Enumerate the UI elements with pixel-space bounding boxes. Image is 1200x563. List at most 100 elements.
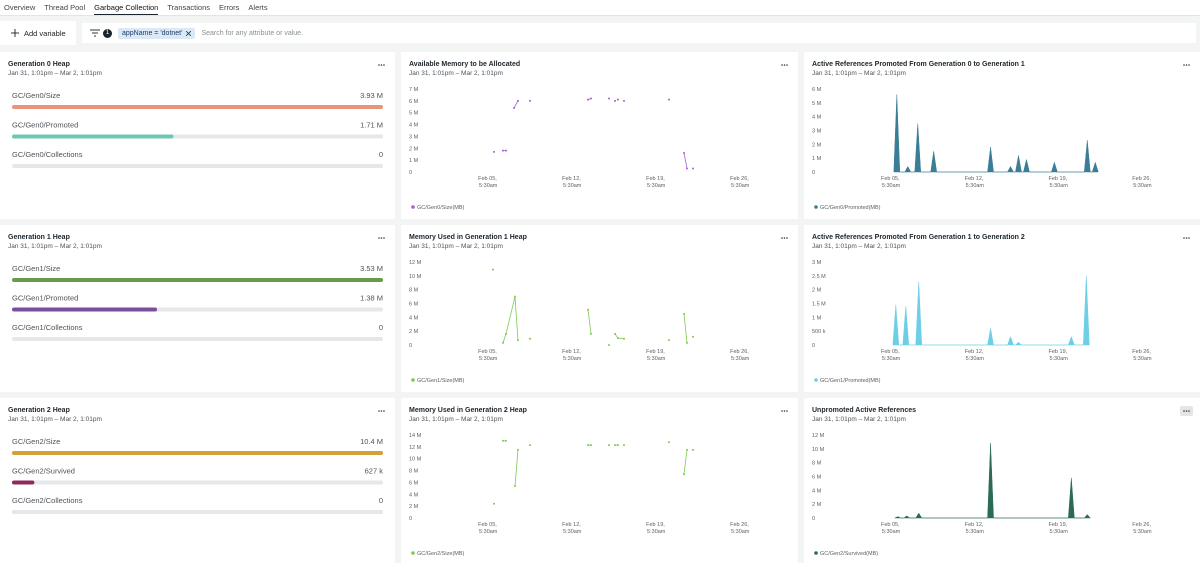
- add-variable-button[interactable]: Add variable: [0, 21, 76, 45]
- metric-bar: [12, 278, 383, 282]
- panel-subtitle: Jan 31, 1:01pm – Mar 2, 1:01pm: [8, 243, 102, 250]
- panel-title: Generation 1 Heap: [8, 234, 70, 241]
- data-point: [683, 152, 685, 154]
- x-tick-label: Feb 19, 5:30am: [646, 176, 666, 189]
- panel-menu[interactable]: [378, 64, 385, 66]
- data-point: [668, 99, 670, 101]
- tab[interactable]: Alerts: [248, 0, 267, 15]
- legend-swatch: [814, 205, 818, 209]
- menu-dot: [383, 237, 385, 239]
- x-tick-label: Feb 12, 5:30am: [965, 522, 985, 535]
- menu-dot: [1188, 237, 1190, 239]
- y-tick-label: 0: [409, 170, 412, 176]
- panel-menu[interactable]: [781, 237, 788, 239]
- panel: Generation 0 HeapJan 31, 1:01pm – Mar 2,…: [0, 52, 395, 219]
- y-tick-label: 3 M: [812, 129, 822, 135]
- y-tick-label: 12 M: [409, 260, 422, 266]
- legend-swatch: [411, 205, 415, 209]
- legend-swatch: [814, 551, 818, 555]
- data-point: [517, 339, 519, 341]
- panel-title: Available Memory to be Allocated: [409, 61, 520, 68]
- metric-label: GC/Gen1/Promoted: [12, 294, 78, 303]
- x-tick-label: Feb 12, 5:30am: [965, 176, 985, 189]
- y-tick-label: 6 M: [812, 475, 822, 481]
- x-tick-label: Feb 05, 5:30am: [881, 522, 901, 535]
- panel-menu[interactable]: [781, 410, 788, 412]
- tab[interactable]: Transactions: [167, 0, 210, 15]
- x-tick-label: Feb 26, 5:30am: [730, 522, 750, 535]
- menu-dot: [781, 237, 783, 239]
- panel: Active References Promoted From Generati…: [804, 225, 1200, 392]
- panel-menu[interactable]: [378, 410, 385, 412]
- menu-dot: [383, 64, 385, 66]
- series-area: [893, 276, 1089, 345]
- data-point: [617, 99, 619, 101]
- panel-subtitle: Jan 31, 1:01pm – Mar 2, 1:01pm: [812, 70, 906, 77]
- panel-menu[interactable]: [1183, 237, 1190, 239]
- legend-label: GC/Gen0/Size(MB): [417, 205, 465, 211]
- tab[interactable]: Thread Pool: [44, 0, 85, 15]
- filter-bar[interactable]: 1 appName = 'dotnet' Search for any attr…: [82, 23, 1196, 43]
- panel-menu[interactable]: [378, 237, 385, 239]
- menu-dot: [784, 237, 786, 239]
- panel-title: Generation 2 Heap: [8, 407, 70, 414]
- panel-title: Memory Used in Generation 1 Heap: [409, 234, 527, 241]
- x-tick-label: Feb 12, 5:30am: [965, 349, 985, 362]
- panel: Available Memory to be AllocatedJan 31, …: [401, 52, 798, 219]
- y-tick-label: 2 M: [409, 146, 419, 152]
- series-line: [588, 310, 591, 334]
- y-tick-label: 1 M: [409, 158, 419, 164]
- x-tick-label: Feb 12, 5:30am: [562, 522, 582, 535]
- panel-subtitle: Jan 31, 1:01pm – Mar 2, 1:01pm: [409, 416, 503, 423]
- metric-value: 3.53 M: [360, 264, 383, 273]
- data-point: [590, 333, 592, 335]
- y-tick-label: 4 M: [812, 115, 822, 121]
- tab-bar: Overview Thread Pool Garbage Collection Tra…: [0, 0, 1200, 16]
- series-line: [503, 297, 518, 343]
- y-tick-label: 3 M: [409, 134, 419, 140]
- y-tick-label: 0: [812, 343, 815, 349]
- data-point: [529, 444, 531, 446]
- data-point: [502, 150, 504, 152]
- search-placeholder[interactable]: Search for any attribute or value.: [201, 30, 303, 37]
- metric-value: 0: [379, 496, 383, 505]
- filter-chip[interactable]: appName = 'dotnet': [118, 28, 195, 39]
- series-area: [894, 95, 1098, 172]
- menu-dot: [784, 64, 786, 66]
- panel-subtitle: Jan 31, 1:01pm – Mar 2, 1:01pm: [8, 70, 102, 77]
- x-tick-label: Feb 19, 5:30am: [646, 349, 666, 362]
- metric-label: GC/Gen2/Survived: [12, 467, 75, 476]
- metric-value: 1.71 M: [360, 121, 383, 130]
- y-tick-label: 500 k: [812, 329, 826, 335]
- y-tick-label: 12 M: [409, 445, 422, 451]
- remove-icon[interactable]: [186, 31, 191, 36]
- menu-dot: [383, 410, 385, 412]
- panel-canvas: Active References Promoted From Generati…: [804, 52, 1200, 219]
- legend-label: GC/Gen2/Size(MB): [417, 551, 465, 557]
- tab[interactable]: Errors: [219, 0, 239, 15]
- legend-label: GC/Gen0/Promoted(MB): [820, 205, 881, 211]
- y-tick-label: 2 M: [812, 502, 822, 508]
- tab[interactable]: Garbage Collection: [94, 0, 158, 15]
- menu-dot: [1183, 64, 1185, 66]
- panel-menu[interactable]: [1180, 406, 1193, 416]
- data-point: [587, 444, 589, 446]
- data-point: [617, 337, 619, 339]
- x-tick-label: Feb 26, 5:30am: [1132, 522, 1152, 535]
- data-point: [668, 441, 670, 443]
- data-point: [614, 100, 616, 102]
- panel-menu[interactable]: [1183, 64, 1190, 66]
- x-tick-label: Feb 19, 5:30am: [646, 522, 666, 535]
- panel-subtitle: Jan 31, 1:01pm – Mar 2, 1:01pm: [812, 243, 906, 250]
- data-point: [517, 100, 519, 102]
- y-tick-label: 10 M: [812, 447, 825, 453]
- data-point: [623, 338, 625, 340]
- menu-dot: [786, 410, 788, 412]
- y-tick-label: 3 M: [812, 260, 822, 266]
- data-point: [686, 342, 688, 344]
- menu-dot: [1183, 410, 1185, 412]
- y-tick-label: 2 M: [409, 504, 419, 510]
- tab[interactable]: Overview: [4, 0, 35, 15]
- panel-menu[interactable]: [781, 64, 788, 66]
- y-tick-label: 12 M: [812, 433, 825, 439]
